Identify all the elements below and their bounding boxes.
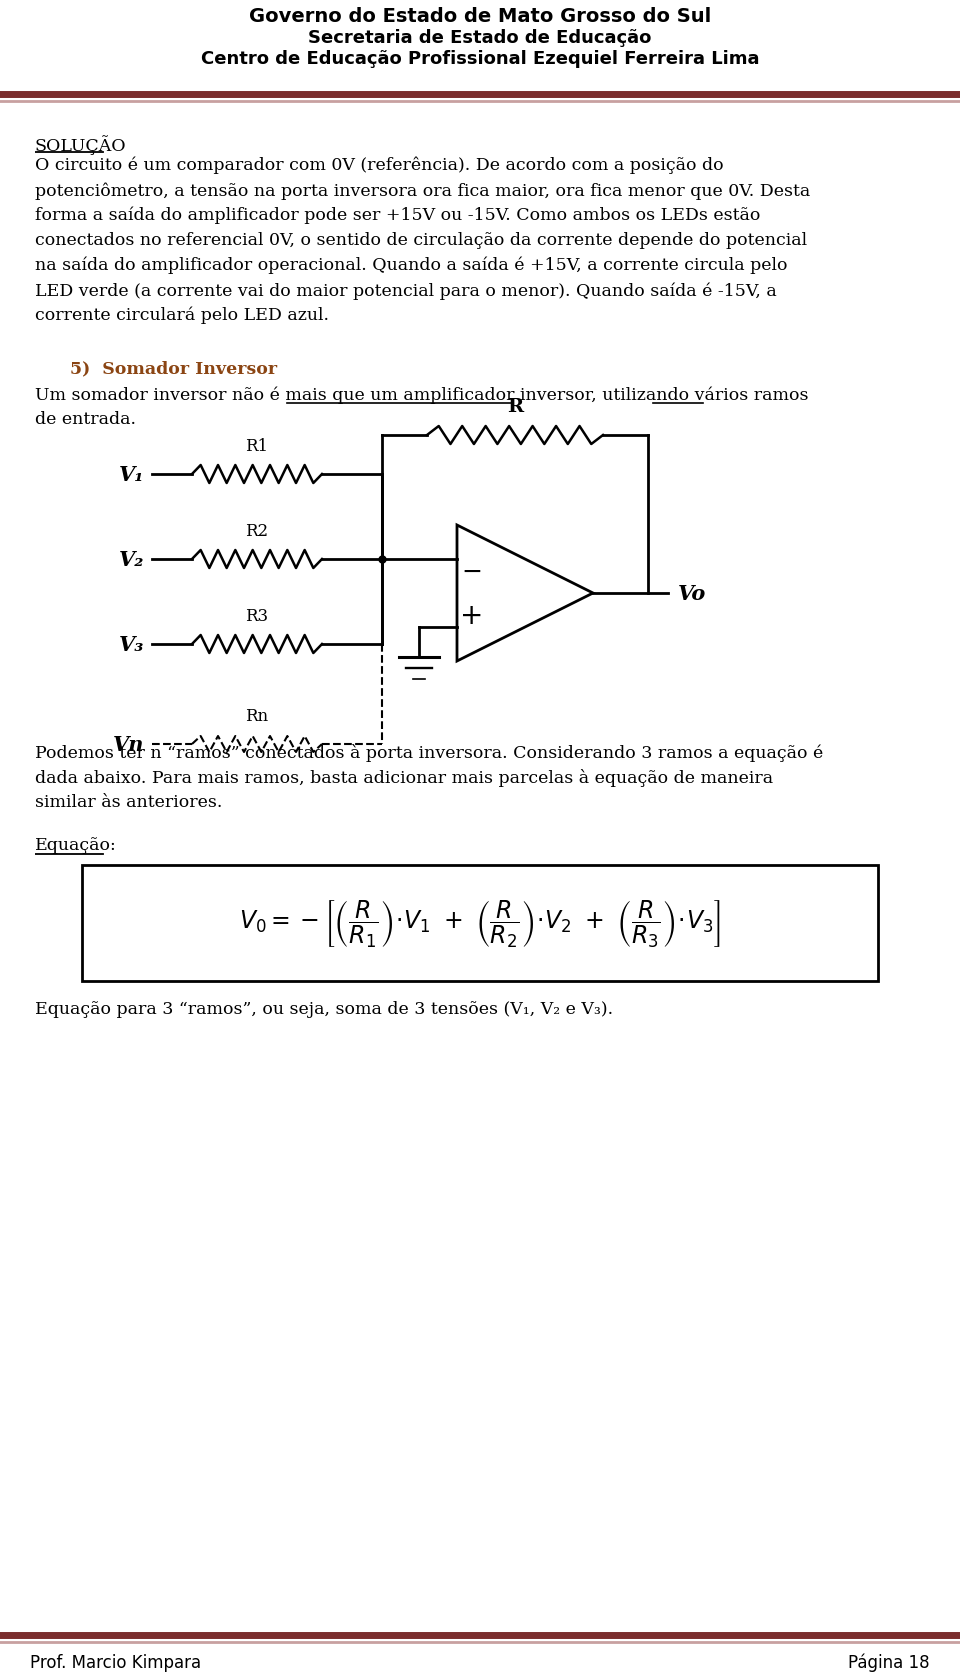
- Text: R3: R3: [246, 608, 269, 625]
- Text: Centro de Educação Profissional Ezequiel Ferreira Lima: Centro de Educação Profissional Ezequiel…: [201, 50, 759, 67]
- Text: de entrada.: de entrada.: [35, 410, 136, 428]
- Text: Secretaria de Estado de Educação: Secretaria de Estado de Educação: [308, 29, 652, 47]
- Text: O circuito é um comparador com 0V (referência). De acordo com a posição do: O circuito é um comparador com 0V (refer…: [35, 156, 724, 175]
- Text: R1: R1: [246, 438, 269, 455]
- FancyBboxPatch shape: [82, 865, 878, 981]
- Text: Governo do Estado de Mato Grosso do Sul: Governo do Estado de Mato Grosso do Sul: [249, 7, 711, 25]
- Text: Página 18: Página 18: [849, 1653, 930, 1672]
- Text: $V_0 = -\left[\left(\dfrac{R}{R_1}\right)\!\cdot\!V_1\ +\ \left(\dfrac{R}{R_2}\r: $V_0 = -\left[\left(\dfrac{R}{R_1}\right…: [239, 897, 721, 949]
- Text: LED verde (a corrente vai do maior potencial para o menor). Quando saída é -15V,: LED verde (a corrente vai do maior poten…: [35, 282, 777, 299]
- Text: 5)  Somador Inversor: 5) Somador Inversor: [70, 360, 277, 376]
- Text: Rn: Rn: [246, 707, 269, 724]
- Text: Vo: Vo: [678, 583, 707, 603]
- Text: Equação para 3 “ramos”, ou seja, soma de 3 tensões (V₁, V₂ e V₃).: Equação para 3 “ramos”, ou seja, soma de…: [35, 1000, 613, 1018]
- Text: Prof. Marcio Kimpara: Prof. Marcio Kimpara: [30, 1653, 202, 1672]
- Text: conectados no referencial 0V, o sentido de circulação da corrente depende do pot: conectados no referencial 0V, o sentido …: [35, 232, 807, 249]
- Text: R2: R2: [246, 522, 269, 539]
- Text: potenciômetro, a tensão na porta inversora ora fica maior, ora fica menor que 0V: potenciômetro, a tensão na porta inverso…: [35, 181, 810, 200]
- Text: similar às anteriores.: similar às anteriores.: [35, 793, 223, 810]
- Text: V₃: V₃: [119, 635, 144, 655]
- Text: Um somador inversor não é mais que um amplificador inversor, utilizando vários r: Um somador inversor não é mais que um am…: [35, 386, 808, 403]
- Text: na saída do amplificador operacional. Quando a saída é +15V, a corrente circula : na saída do amplificador operacional. Qu…: [35, 257, 787, 274]
- Text: dada abaixo. Para mais ramos, basta adicionar mais parcelas à equação de maneira: dada abaixo. Para mais ramos, basta adic…: [35, 768, 773, 786]
- Text: Equação:: Equação:: [35, 837, 117, 853]
- Text: V₁: V₁: [119, 465, 144, 486]
- Text: Podemos ter n “ramos” conectados à porta inversora. Considerando 3 ramos a equaç: Podemos ter n “ramos” conectados à porta…: [35, 744, 824, 761]
- Text: corrente circulará pelo LED azul.: corrente circulará pelo LED azul.: [35, 307, 329, 324]
- Text: SOLUÇÃO: SOLUÇÃO: [35, 134, 127, 155]
- Text: Vn: Vn: [112, 734, 144, 754]
- Text: V₂: V₂: [119, 549, 144, 570]
- Text: forma a saída do amplificador pode ser +15V ou -15V. Como ambos os LEDs estão: forma a saída do amplificador pode ser +…: [35, 207, 760, 225]
- Text: R: R: [507, 398, 523, 415]
- Text: +: +: [460, 601, 484, 630]
- Text: −: −: [462, 559, 483, 583]
